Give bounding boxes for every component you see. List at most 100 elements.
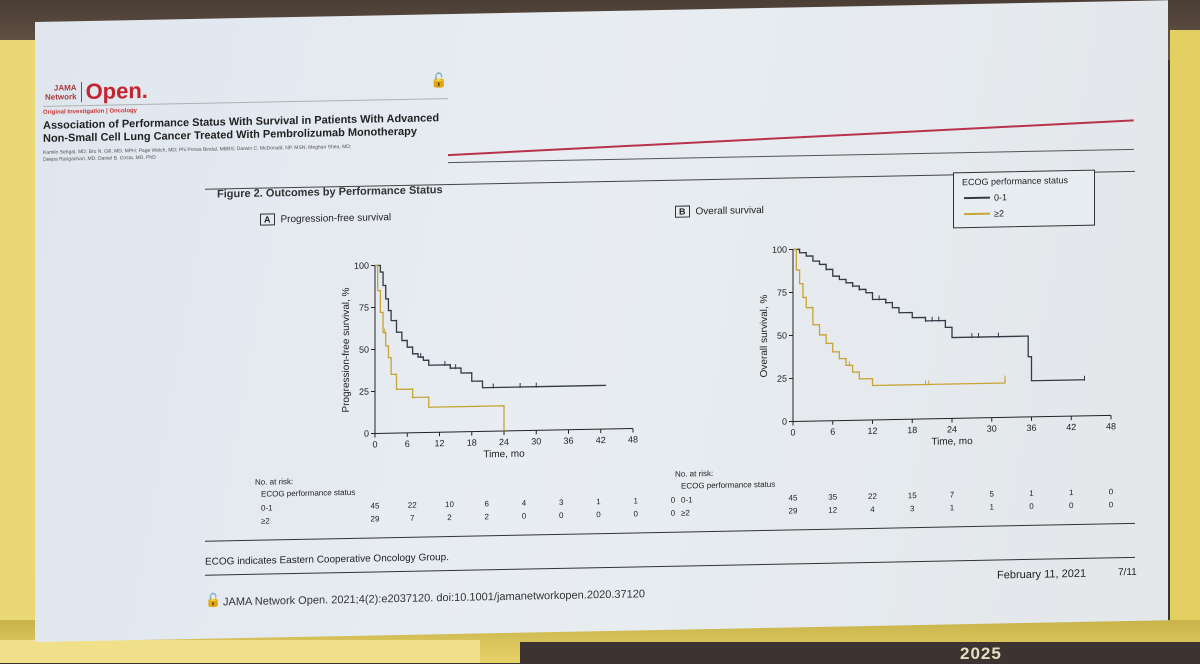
risk-count: 15 bbox=[908, 491, 917, 500]
km-curve-series-1 bbox=[793, 245, 1005, 387]
risk-count: 1 bbox=[596, 497, 600, 506]
legend-title: ECOG performance status bbox=[962, 175, 1068, 187]
risk-count: 5 bbox=[990, 490, 994, 499]
stage-banner-left bbox=[0, 640, 480, 663]
y-tick-label: 50 bbox=[777, 331, 787, 341]
risk-count: 2 bbox=[485, 512, 489, 521]
y-axis-label: Overall survival, % bbox=[759, 294, 770, 377]
x-tick-label: 42 bbox=[596, 435, 606, 445]
x-tick-label: 18 bbox=[467, 438, 477, 448]
stage-banner-right bbox=[520, 642, 1200, 663]
conference-year: 2025 bbox=[960, 644, 1002, 664]
risk-count: 10 bbox=[445, 500, 454, 509]
panel-a-title: A Progression-free survival bbox=[260, 211, 391, 226]
risk-row-group: 0-1 bbox=[261, 503, 273, 512]
risk-table-label: No. at risk: bbox=[675, 469, 713, 479]
legend-swatch-0-1 bbox=[964, 197, 990, 199]
panel-a-title-text: Progression-free survival bbox=[281, 212, 392, 225]
panel-b-title-text: Overall survival bbox=[696, 205, 764, 217]
risk-count: 0 bbox=[671, 509, 675, 518]
x-tick-label: 6 bbox=[830, 427, 835, 437]
citation-lock-icon: 🔓 bbox=[205, 592, 221, 608]
risk-row-group: 0-1 bbox=[681, 495, 693, 504]
y-axis-label: Progression-free survival, % bbox=[341, 287, 352, 412]
x-axis-label: Time, mo bbox=[931, 436, 973, 448]
x-tick-label: 18 bbox=[907, 425, 917, 435]
risk-count: 4 bbox=[522, 499, 526, 508]
x-tick-label: 0 bbox=[790, 427, 795, 437]
legend-label-0-1: 0-1 bbox=[994, 192, 1007, 202]
risk-count: 0 bbox=[1069, 501, 1073, 510]
page-number: 7/11 bbox=[1118, 567, 1137, 578]
publication-date: February 11, 2021 bbox=[997, 568, 1086, 582]
y-tick-label: 100 bbox=[772, 245, 787, 255]
km-curve-series-0 bbox=[375, 261, 606, 390]
figure-footnote: ECOG indicates Eastern Cooperative Oncol… bbox=[205, 552, 449, 568]
risk-count: 4 bbox=[870, 505, 874, 514]
figure-bottom-rule bbox=[205, 523, 1135, 542]
y-tick-label: 0 bbox=[364, 429, 369, 439]
risk-table-label: No. at risk: bbox=[255, 477, 293, 487]
legend-swatch-ge2 bbox=[964, 213, 990, 215]
room-background-right bbox=[1170, 30, 1200, 630]
risk-count: 22 bbox=[868, 492, 877, 501]
y-tick-label: 25 bbox=[777, 374, 787, 384]
journal-logo-divider bbox=[81, 82, 82, 102]
risk-row-group: ≥2 bbox=[261, 516, 270, 525]
risk-table-sublabel: ECOG performance status bbox=[261, 488, 355, 499]
x-tick-label: 6 bbox=[405, 439, 410, 449]
x-tick-label: 30 bbox=[987, 424, 997, 434]
legend-item-0-1: 0-1 bbox=[964, 192, 1007, 203]
risk-count: 0 bbox=[522, 512, 526, 521]
risk-count: 0 bbox=[1109, 500, 1113, 509]
header-grey-rule bbox=[448, 149, 1134, 163]
x-tick-label: 48 bbox=[628, 434, 638, 444]
legend-label-ge2: ≥2 bbox=[994, 208, 1004, 218]
x-tick-label: 48 bbox=[1106, 421, 1116, 431]
x-tick-label: 12 bbox=[867, 426, 877, 436]
open-access-lock-icon: 🔓 bbox=[430, 72, 447, 89]
figure-title: Figure 2. Outcomes by Performance Status bbox=[217, 184, 443, 200]
legend-item-ge2: ≥2 bbox=[964, 208, 1004, 219]
y-tick-label: 25 bbox=[359, 387, 369, 397]
risk-count: 1 bbox=[634, 496, 638, 505]
panel-a-letter: A bbox=[260, 213, 275, 225]
x-tick-label: 12 bbox=[434, 438, 444, 448]
risk-count: 0 bbox=[559, 511, 563, 520]
citation: JAMA Network Open. 2021;4(2):e2037120. d… bbox=[223, 588, 645, 608]
km-curve-series-1 bbox=[375, 263, 504, 433]
x-tick-label: 42 bbox=[1066, 422, 1076, 432]
risk-count: 0 bbox=[634, 509, 638, 518]
risk-count: 35 bbox=[828, 493, 837, 502]
risk-count: 0 bbox=[1029, 502, 1033, 511]
risk-count: 1 bbox=[1069, 488, 1073, 497]
risk-count: 1 bbox=[950, 503, 954, 512]
risk-count: 29 bbox=[789, 506, 798, 515]
risk-table-sublabel: ECOG performance status bbox=[681, 480, 775, 491]
y-tick-label: 50 bbox=[359, 345, 369, 355]
risk-count: 3 bbox=[910, 504, 914, 513]
y-tick-label: 0 bbox=[782, 417, 787, 427]
risk-count: 29 bbox=[371, 514, 380, 523]
x-tick-label: 30 bbox=[531, 436, 541, 446]
x-tick-label: 36 bbox=[563, 436, 573, 446]
risk-count: 22 bbox=[408, 501, 417, 510]
risk-count: 12 bbox=[828, 506, 837, 515]
risk-count: 2 bbox=[447, 513, 451, 522]
journal-logo: JAMA Network Open. bbox=[45, 78, 148, 106]
y-tick-label: 75 bbox=[777, 288, 787, 298]
room-background-left bbox=[0, 40, 40, 640]
x-tick-label: 24 bbox=[499, 437, 509, 447]
journal-logo-small-text: JAMA Network bbox=[45, 83, 77, 102]
y-tick-label: 75 bbox=[359, 303, 369, 313]
projected-slide: JAMA Network Open. 🔓 Original Investigat… bbox=[35, 0, 1168, 642]
risk-count: 3 bbox=[559, 498, 563, 507]
risk-count: 1 bbox=[1029, 489, 1033, 498]
x-axis-label: Time, mo bbox=[483, 449, 525, 461]
risk-count: 0 bbox=[671, 496, 675, 505]
risk-count: 0 bbox=[1109, 487, 1113, 496]
x-tick-label: 36 bbox=[1026, 423, 1036, 433]
